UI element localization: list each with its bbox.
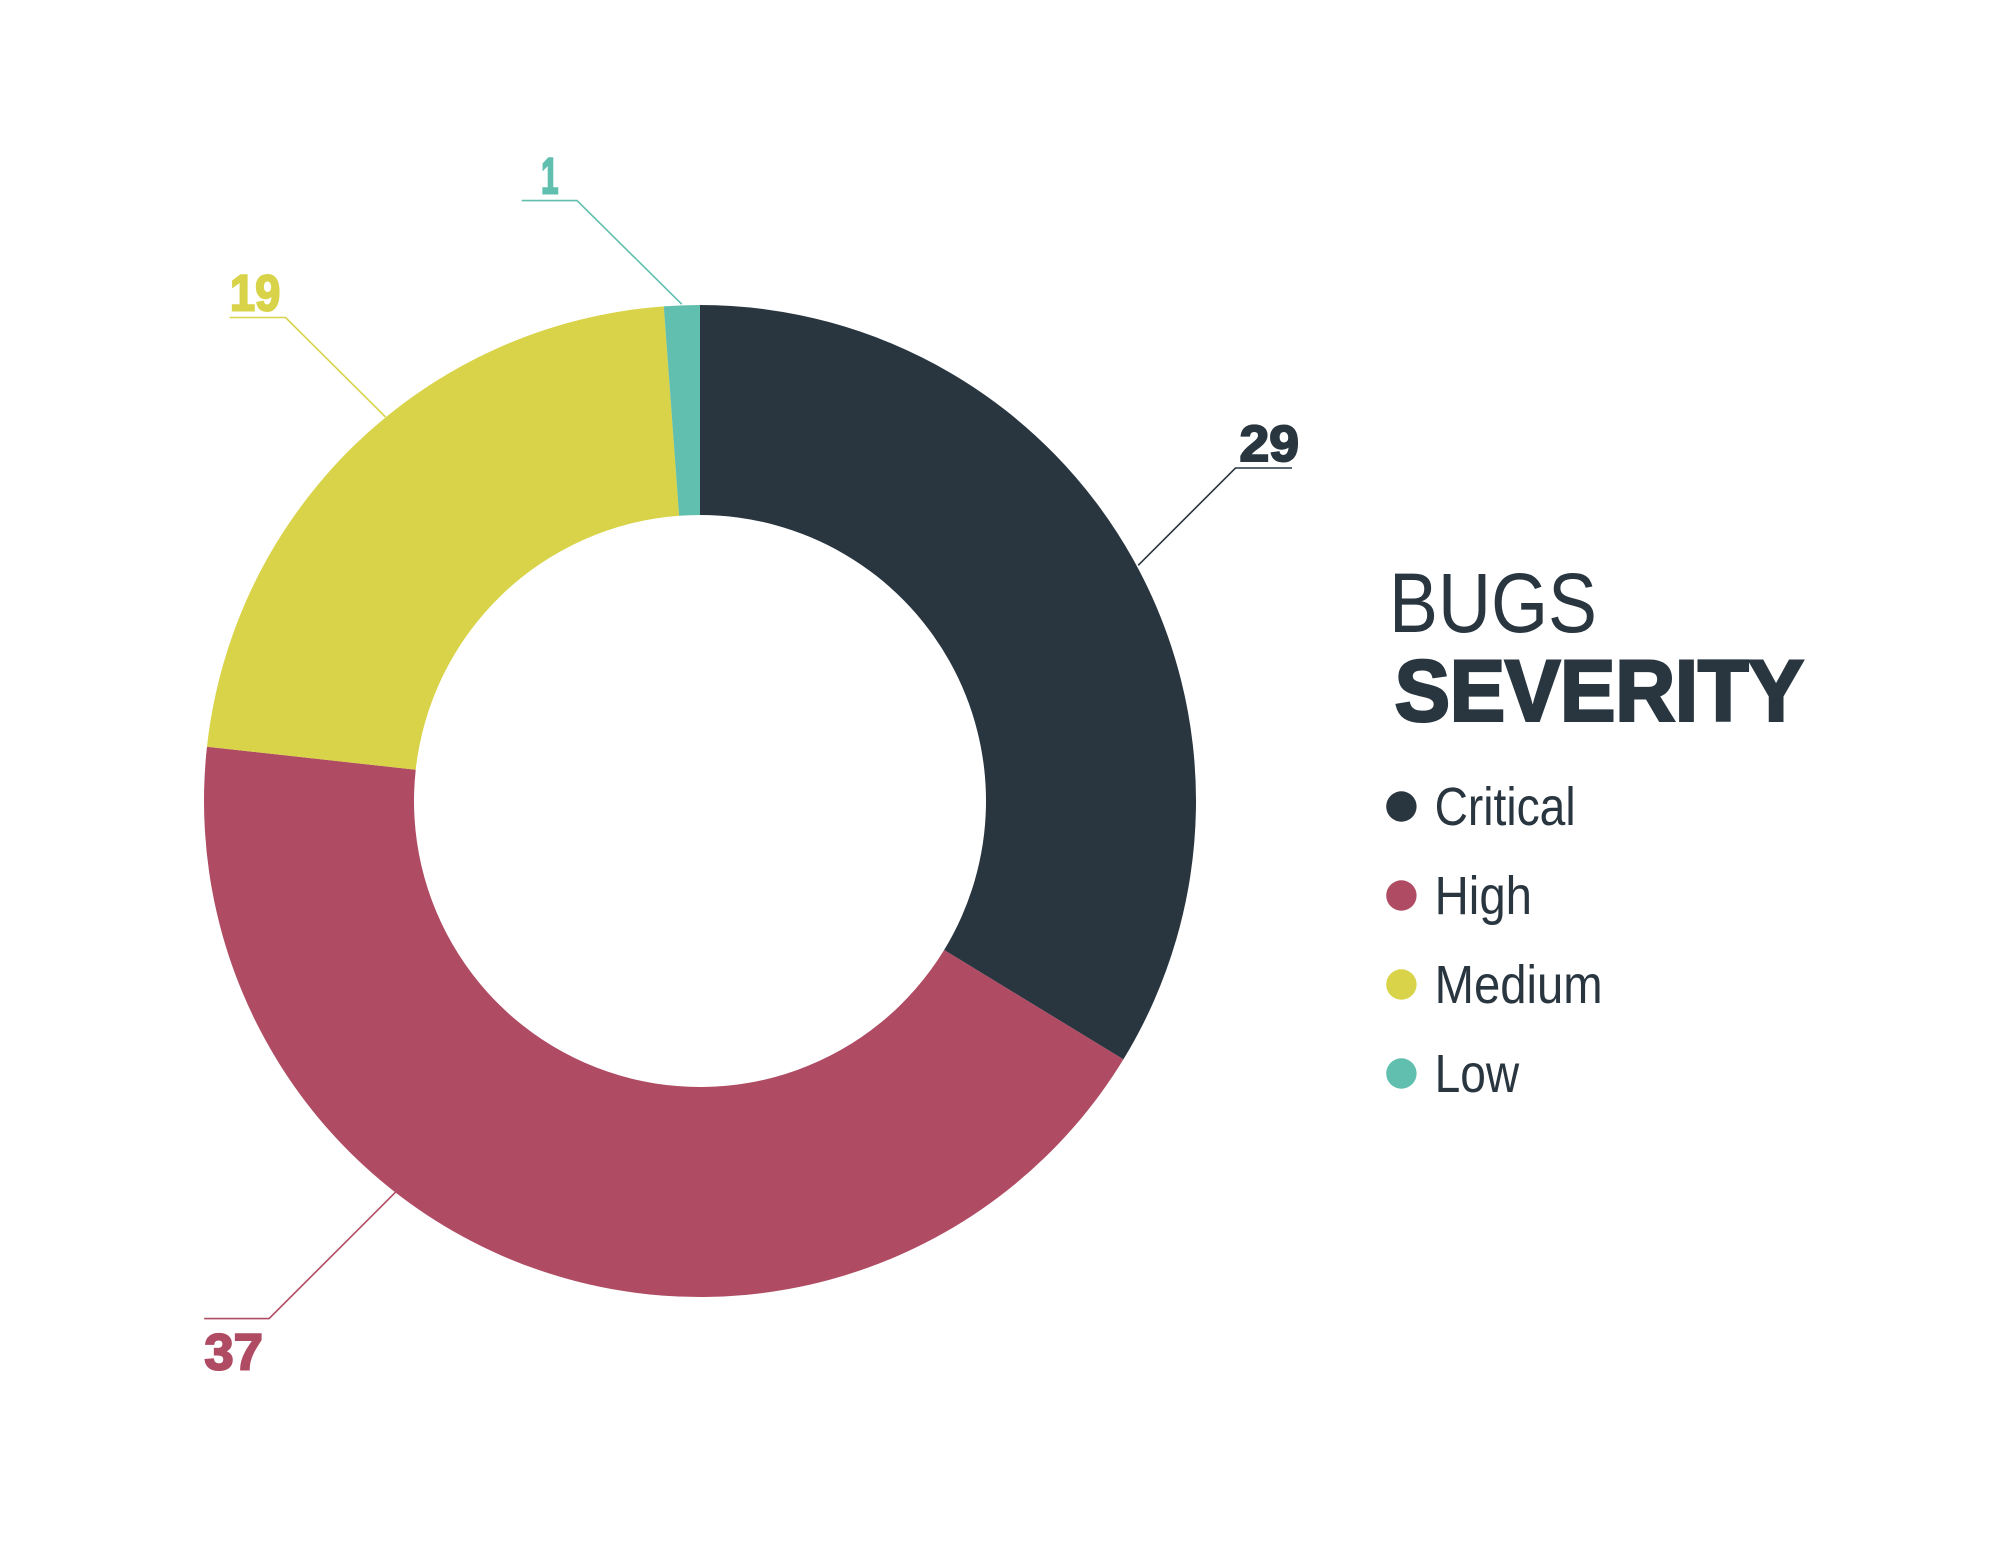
svg-text:29: 29 (1240, 415, 1300, 472)
svg-text:BUGS: BUGS (1389, 555, 1597, 650)
svg-text:Medium: Medium (1435, 955, 1603, 1015)
svg-text:1: 1 (541, 148, 559, 205)
svg-text:High: High (1435, 866, 1532, 926)
svg-text:SEVERITY: SEVERITY (1395, 644, 1804, 740)
svg-text:Critical: Critical (1435, 777, 1576, 837)
svg-text:37: 37 (204, 1323, 263, 1380)
svg-text:19: 19 (230, 265, 281, 322)
svg-text:Low: Low (1435, 1044, 1520, 1104)
